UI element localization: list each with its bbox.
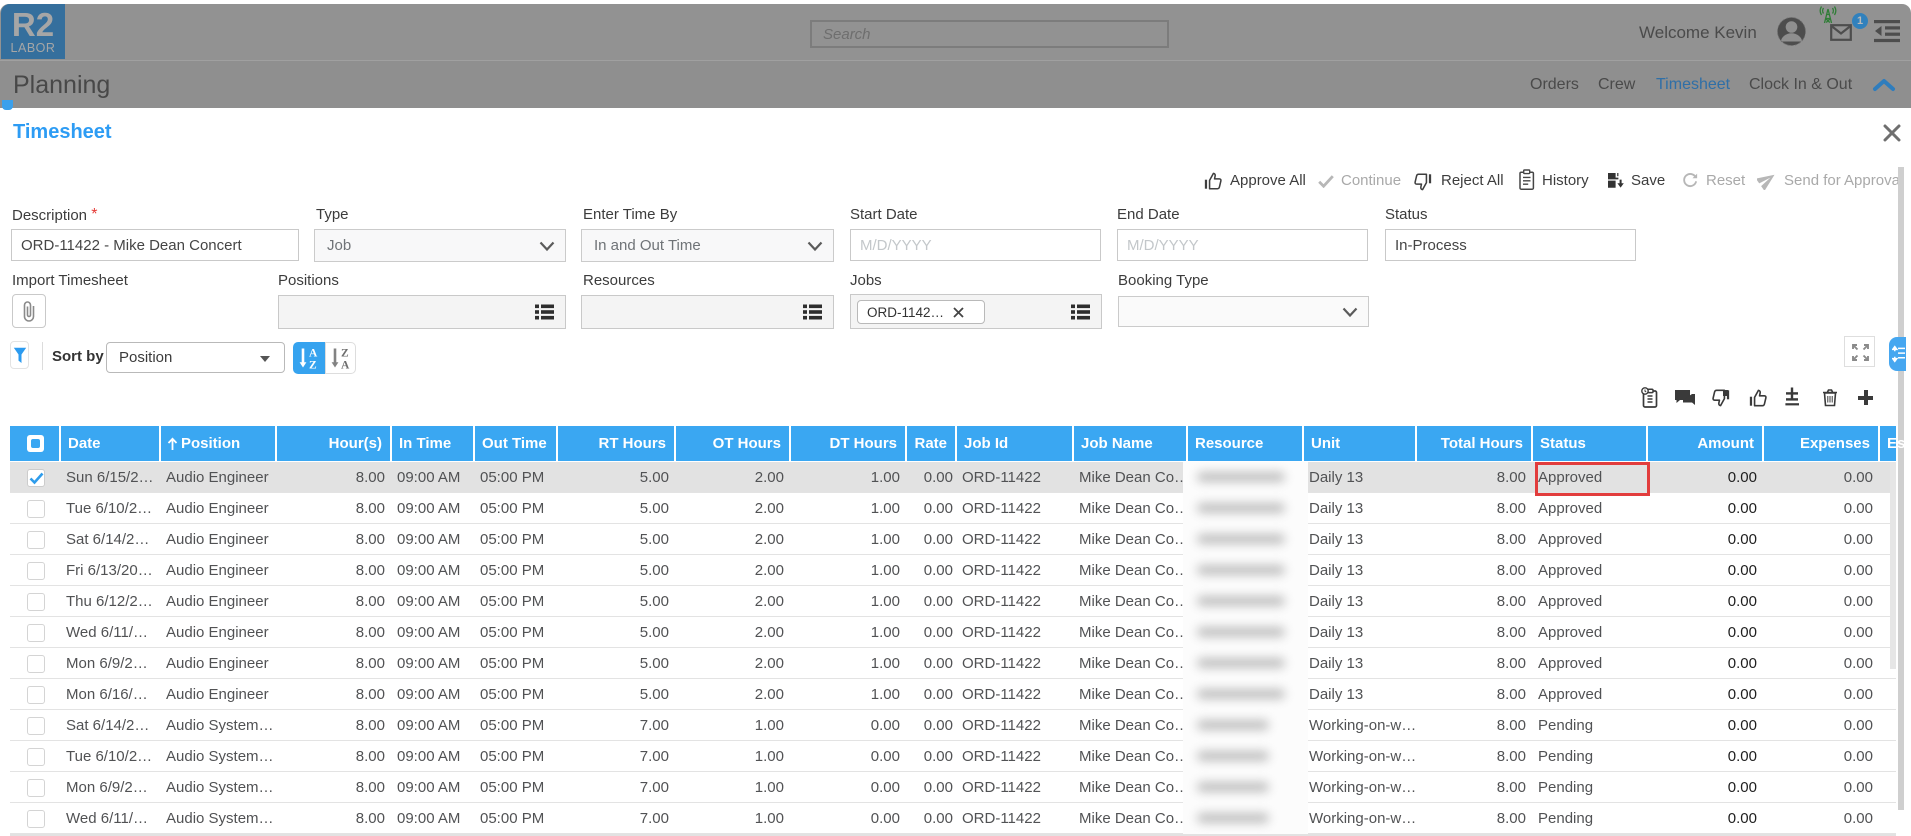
svg-text:A: A: [309, 348, 318, 360]
svg-text:Z: Z: [309, 360, 317, 371]
svg-text:A: A: [341, 360, 350, 371]
svg-text:Z: Z: [341, 348, 349, 360]
